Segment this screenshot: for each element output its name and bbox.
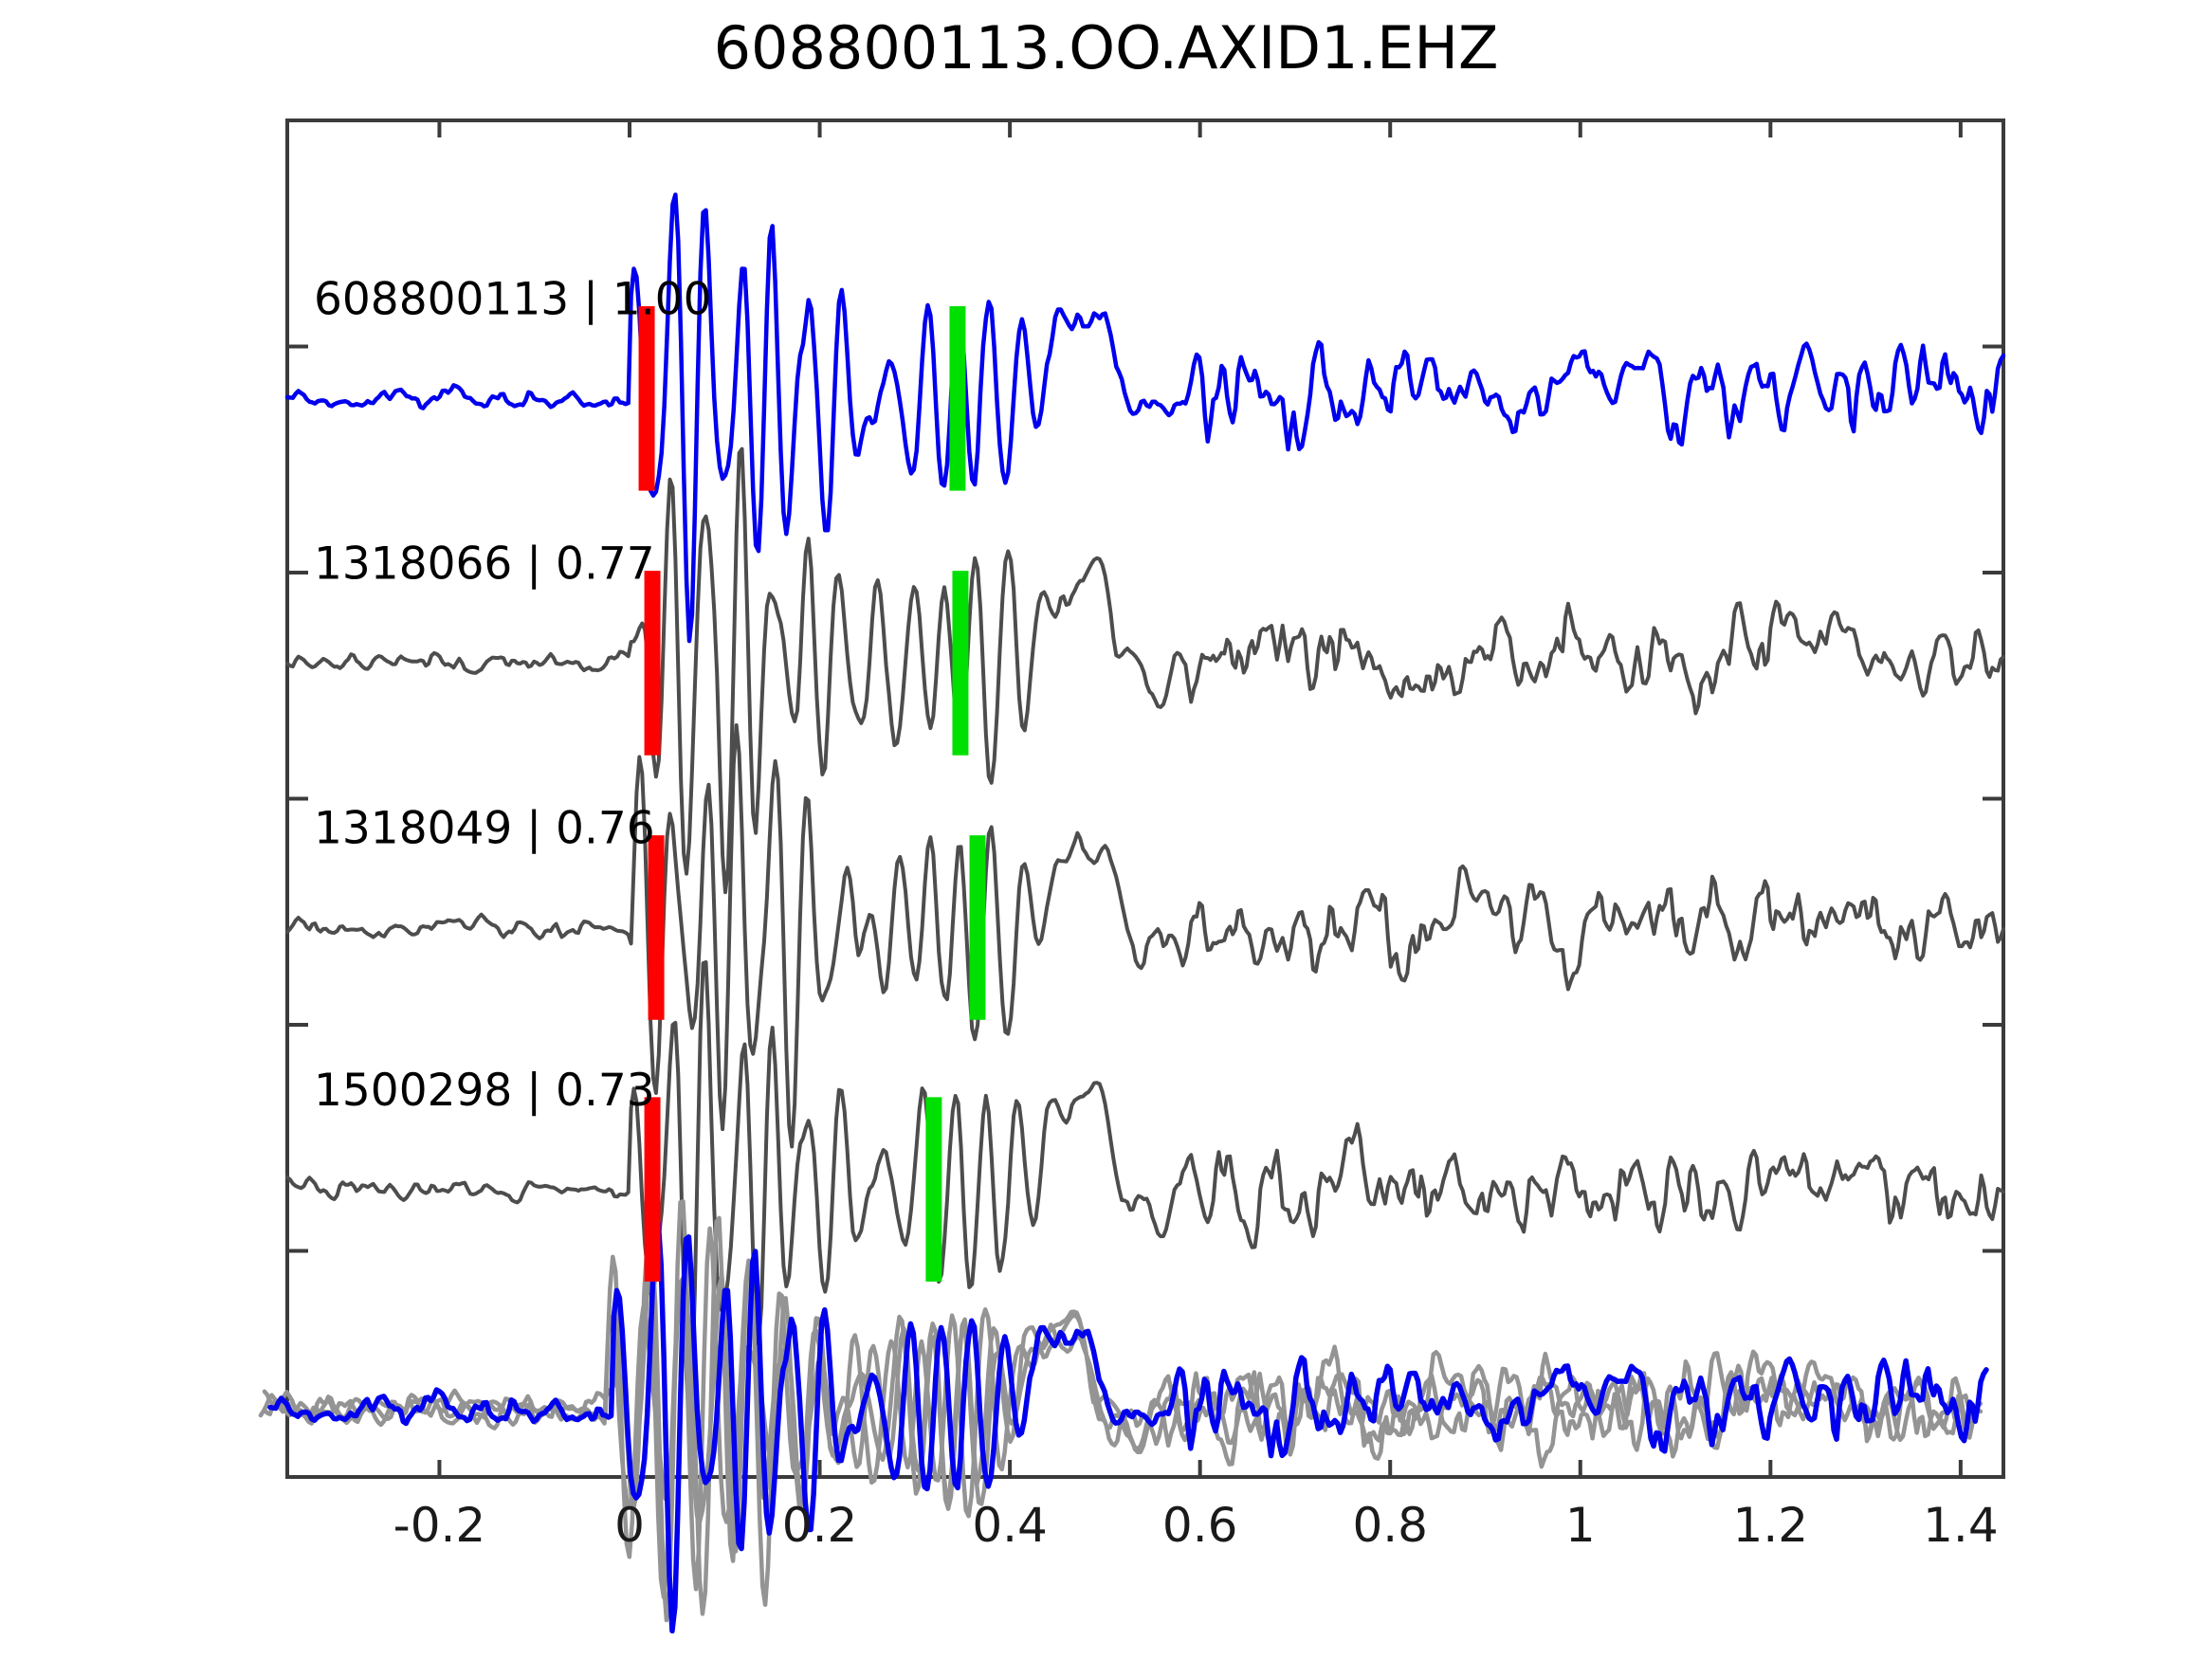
waveform-trace-608800113 — [284, 192, 2006, 644]
x-tick-label: 0.4 — [972, 1498, 1048, 1553]
x-tick-label: 0.6 — [1162, 1498, 1238, 1553]
trace-labels-group: 608800113 | 1.00 1318066 | 0.77 1318049 | … — [314, 274, 712, 1117]
overlay-trace-608800113 — [267, 1220, 1989, 1634]
trace-label-608800113: 608800113 | 1.00 — [314, 274, 712, 326]
x-tick-label: 0.8 — [1352, 1498, 1428, 1553]
x-tick-label: 1.4 — [1923, 1498, 1999, 1553]
trace-label-1500298: 1500298 | 0.73 — [314, 1065, 655, 1117]
page-title: 608800113.OO.AXID1.EHZ — [713, 13, 1499, 82]
x-tick-labels-group: -0.2 0 0.2 0.4 0.6 0.8 1 1.2 1.4 — [393, 1498, 1999, 1553]
axes-frame — [285, 118, 2005, 1479]
traces-group — [258, 192, 2006, 1634]
x-tick-label: 1 — [1565, 1498, 1596, 1553]
trace-label-1318066: 1318066 | 0.77 — [314, 538, 655, 591]
x-tick-label: -0.2 — [393, 1498, 486, 1553]
x-tick-label: 1.2 — [1733, 1498, 1809, 1553]
pick-markers-group — [638, 306, 986, 1282]
x-tick-label: 0 — [614, 1498, 645, 1553]
waveform-trace-1318049 — [285, 722, 2005, 1149]
x-tick-label: 0.2 — [782, 1498, 858, 1553]
trace-label-1318049: 1318049 | 0.76 — [314, 803, 655, 855]
waveform-trace-1318066 — [285, 447, 2005, 895]
waveform-trace-1500298 — [285, 959, 2005, 1422]
